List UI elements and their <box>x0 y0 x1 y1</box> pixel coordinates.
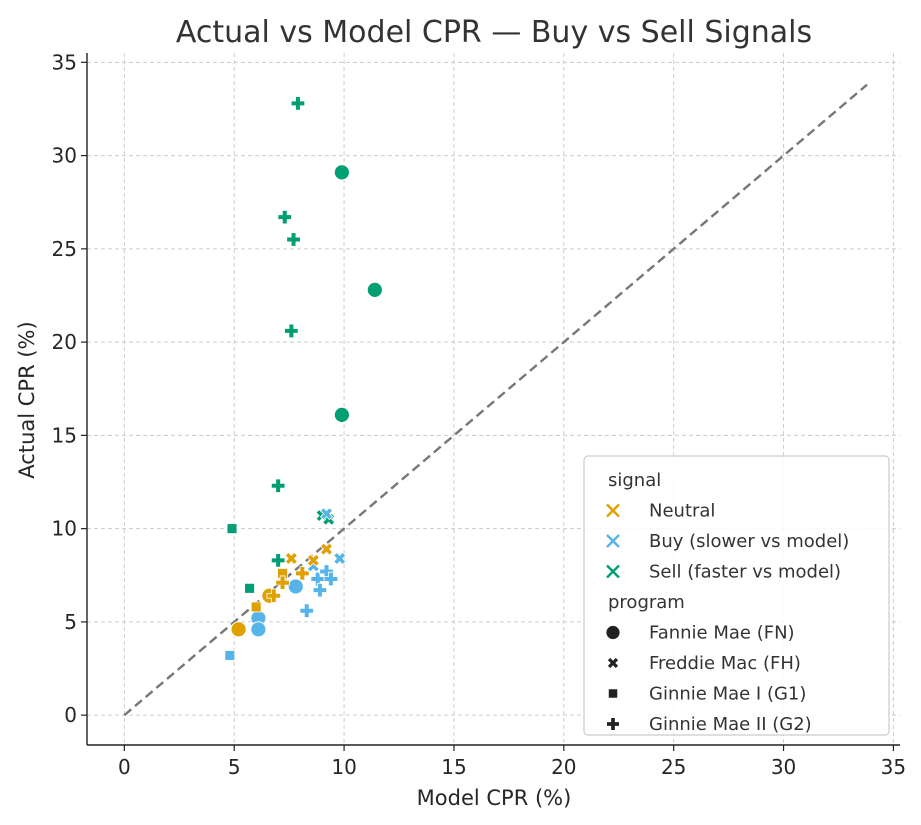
data-point-sell-g2 <box>277 209 292 225</box>
data-point-neutral-fh <box>306 553 320 567</box>
data-point-neutral-fh <box>319 542 334 556</box>
data-point-sell-fn <box>333 406 350 423</box>
reference-line <box>123 83 868 717</box>
data-points <box>224 96 383 661</box>
grid <box>87 53 900 745</box>
data-point-sell-g1 <box>226 523 238 534</box>
legend-signal-marker <box>606 564 620 579</box>
x-tick-label: 20 <box>551 755 576 779</box>
data-point-sell-g2 <box>270 553 286 568</box>
data-point-buy-fh <box>333 551 347 566</box>
data-point-buy-fh <box>319 507 334 521</box>
data-point-sell-g2 <box>290 96 306 111</box>
x-axis-label: Model CPR (%) <box>417 786 572 810</box>
legend-label: Neutral <box>649 501 715 522</box>
x-tick-label: 15 <box>441 755 466 779</box>
data-point-neutral-g2 <box>275 575 290 590</box>
data-point-buy-g2 <box>299 603 314 618</box>
data-point-buy-g1 <box>224 650 236 661</box>
legend: signal Neutral Buy (slower vs model) Sell (… <box>583 455 890 736</box>
y-tick-label: 30 <box>52 144 77 168</box>
legend-label: Buy (slower vs model) <box>649 531 849 552</box>
legend-marker-stroke <box>606 534 620 548</box>
tick-labels: 0 5 10 15 20 25 30 35 0 5 10 15 20 25 30 35 <box>52 50 907 779</box>
legend-label: Ginnie Mae II (G2) <box>649 714 812 735</box>
y-tick-label: 20 <box>52 330 77 354</box>
legend-box <box>583 455 890 736</box>
x-tick-label: 25 <box>661 755 686 779</box>
data-point-buy-fn <box>250 621 267 638</box>
data-point-buy-g2 <box>312 582 328 598</box>
data-point-sell-fn <box>366 281 383 298</box>
data-point-neutral-fh <box>284 551 298 566</box>
legend-signal-marker <box>606 534 620 548</box>
legend-marker-stroke <box>606 503 620 518</box>
x-tick-label: 35 <box>881 755 906 779</box>
x-tick-label: 10 <box>331 755 356 779</box>
legend-program-marker <box>606 717 620 731</box>
y-tick-label: 5 <box>64 610 77 634</box>
legend-marker-stroke <box>606 564 620 579</box>
data-point-sell-fn <box>333 164 350 181</box>
data-point-neutral-g2 <box>295 566 310 581</box>
legend-label: Fannie Mae (FN) <box>649 623 795 644</box>
chart-title: Actual vs Model CPR — Buy vs Sell Signal… <box>176 15 812 50</box>
legend-signal-marker <box>606 503 620 518</box>
legend-program-marker <box>607 688 619 699</box>
legend-section-title: signal <box>608 470 661 491</box>
data-point-sell-g2 <box>286 232 301 247</box>
y-tick-label: 0 <box>64 703 77 727</box>
x-tick-label: 0 <box>118 755 131 779</box>
data-point-buy-fn <box>287 578 304 595</box>
legend-label: Freddie Mac (FH) <box>649 653 801 674</box>
y-tick-label: 25 <box>52 237 77 261</box>
axes <box>81 53 900 751</box>
legend-program-marker <box>606 656 620 670</box>
data-point-sell-g1 <box>244 582 255 594</box>
legend-program-marker <box>605 624 621 641</box>
x-tick-label: 30 <box>771 755 796 779</box>
data-point-sell-g2 <box>284 323 299 339</box>
y-tick-label: 35 <box>52 50 77 74</box>
legend-label: Sell (faster vs model) <box>649 562 841 583</box>
data-point-neutral-g1 <box>250 601 262 613</box>
data-point-sell-g2 <box>270 478 286 493</box>
reference-line-group <box>123 83 868 717</box>
data-point-neutral-fn <box>230 621 247 638</box>
x-tick-label: 5 <box>228 755 241 779</box>
y-tick-label: 15 <box>52 423 77 447</box>
data-point-buy-g2 <box>323 571 339 587</box>
legend-label: Ginnie Mae I (G1) <box>649 684 806 705</box>
y-axis-label: Actual CPR (%) <box>15 321 39 478</box>
y-tick-label: 10 <box>52 517 77 541</box>
legend-section-title: program <box>608 592 685 613</box>
data-point-neutral-g2 <box>266 588 281 603</box>
